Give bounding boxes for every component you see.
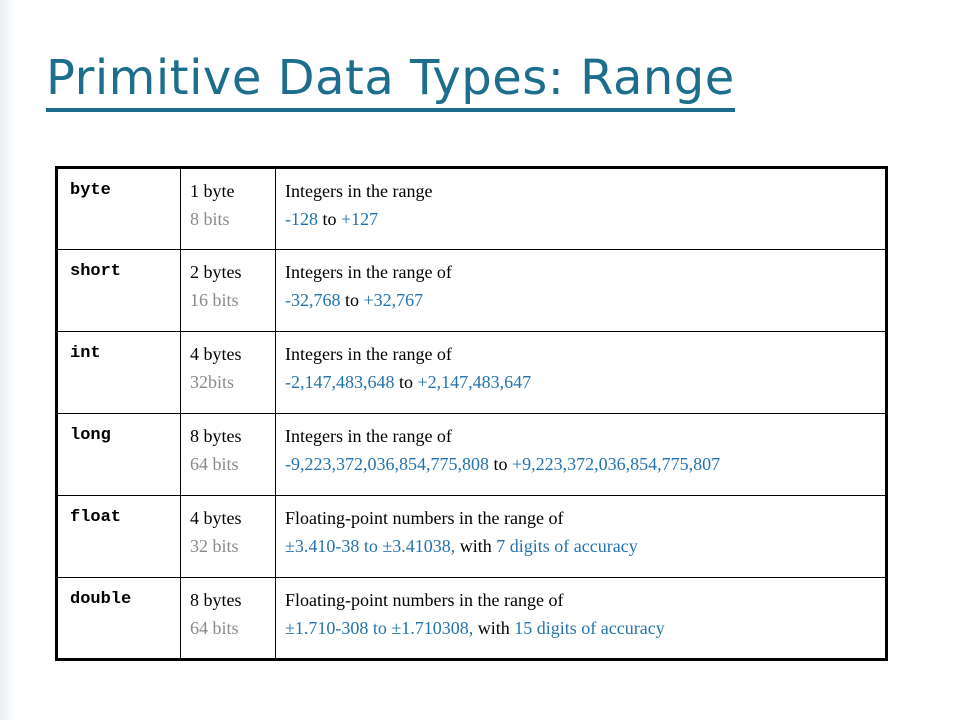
size-bytes: 8 bytes [190, 426, 242, 446]
size-bits: 64 bits [190, 454, 239, 474]
range-min: -128 [285, 209, 318, 229]
type-name: float [70, 508, 122, 527]
size-cell: 8 bytes 64 bits [180, 577, 276, 660]
range-connector: with [473, 618, 515, 638]
type-name: short [70, 262, 122, 281]
slide-left-accent-band [0, 0, 14, 720]
range-max: +2,147,483,647 [417, 372, 532, 392]
range-connector: to [318, 209, 342, 229]
range-values: ±3.410-38 to ±3.41038, with 7 digits of … [285, 532, 885, 560]
type-name-cell: short [56, 249, 181, 332]
range-description-cell: Floating-point numbers in the range of ±3… [275, 495, 887, 578]
size-cell: 4 bytes 32bits [180, 331, 276, 414]
size-cell: 4 bytes 32 bits [180, 495, 276, 578]
range-description-cell: Integers in the range of -9,223,372,036,8… [275, 413, 887, 496]
range-min: ±1.710-308 to ±1.710308, [285, 618, 474, 638]
table-row-short: short 2 bytes 16 bits Integers in the range… [56, 249, 887, 332]
size-cell: 8 bytes 64 bits [180, 413, 276, 496]
range-values: -128 to +127 [285, 205, 885, 233]
size-bytes: 4 bytes [190, 344, 242, 364]
type-name: byte [70, 181, 111, 200]
range-description-cell: Integers in the range -128 to +127 [275, 167, 887, 250]
range-values: -32,768 to +32,767 [285, 286, 885, 314]
range-min: -9,223,372,036,854,775,808 [285, 454, 489, 474]
size-bytes: 4 bytes [190, 508, 242, 528]
range-description: Integers in the range of [285, 426, 452, 446]
size-bytes: 2 bytes [190, 262, 242, 282]
type-name-cell: byte [56, 167, 181, 250]
range-connector: to [394, 372, 418, 392]
size-bits: 8 bits [190, 209, 230, 229]
type-name: long [70, 426, 111, 445]
size-cell: 2 bytes 16 bits [180, 249, 276, 332]
range-description: Integers in the range of [285, 344, 452, 364]
type-name: int [70, 344, 101, 363]
table-row-float: float 4 bytes 32 bits Floating-point number… [56, 495, 887, 578]
range-values: ±1.710-308 to ±1.710308, with 15 digits … [285, 614, 885, 642]
range-max: +9,223,372,036,854,775,807 [512, 454, 721, 474]
range-description: Integers in the range of [285, 262, 452, 282]
table-body: byte 1 byte 8 bits Integers in the range -12… [56, 167, 887, 660]
range-description: Floating-point numbers in the range of [285, 508, 564, 528]
type-name-cell: float [56, 495, 181, 578]
range-min: -32,768 [285, 290, 341, 310]
range-values: -9,223,372,036,854,775,808 to +9,223,372… [285, 450, 885, 478]
size-bits: 32 bits [190, 536, 239, 556]
range-connector: with [455, 536, 497, 556]
range-values: -2,147,483,648 to +2,147,483,647 [285, 368, 885, 396]
size-cell: 1 byte 8 bits [180, 167, 276, 250]
range-connector: to [489, 454, 513, 474]
range-description-cell: Integers in the range of -32,768 to +32,7… [275, 249, 887, 332]
range-description-cell: Integers in the range of -2,147,483,648 t… [275, 331, 887, 414]
slide-title: Primitive Data Types: Range [46, 54, 735, 112]
size-bits: 16 bits [190, 290, 239, 310]
table-row-long: long 8 bytes 64 bits Integers in the range … [56, 413, 887, 496]
range-min: ±3.410-38 to ±3.41038, [285, 536, 456, 556]
title-block: Primitive Data Types: Range [46, 54, 735, 112]
type-name: double [70, 590, 132, 609]
range-max: +127 [341, 209, 379, 229]
size-bytes: 8 bytes [190, 590, 242, 610]
size-bytes: 1 byte [190, 181, 235, 201]
size-bits: 32bits [190, 372, 235, 392]
range-description: Floating-point numbers in the range of [285, 590, 564, 610]
type-name-cell: double [56, 577, 181, 660]
range-description: Integers in the range [285, 181, 433, 201]
table-row-int: int 4 bytes 32bits Integers in the range of… [56, 331, 887, 414]
range-max: 7 digits of accuracy [496, 536, 638, 556]
size-bits: 64 bits [190, 618, 239, 638]
range-description-cell: Floating-point numbers in the range of ±1… [275, 577, 887, 660]
type-name-cell: long [56, 413, 181, 496]
range-connector: to [340, 290, 364, 310]
type-name-cell: int [56, 331, 181, 414]
table-row-byte: byte 1 byte 8 bits Integers in the range -12… [56, 167, 887, 250]
range-min: -2,147,483,648 [285, 372, 395, 392]
range-max: +32,767 [363, 290, 424, 310]
data-types-table: byte 1 byte 8 bits Integers in the range -12… [55, 166, 888, 661]
range-max: 15 digits of accuracy [514, 618, 665, 638]
table-row-double: double 8 bytes 64 bits Floating-point numbe… [56, 577, 887, 660]
